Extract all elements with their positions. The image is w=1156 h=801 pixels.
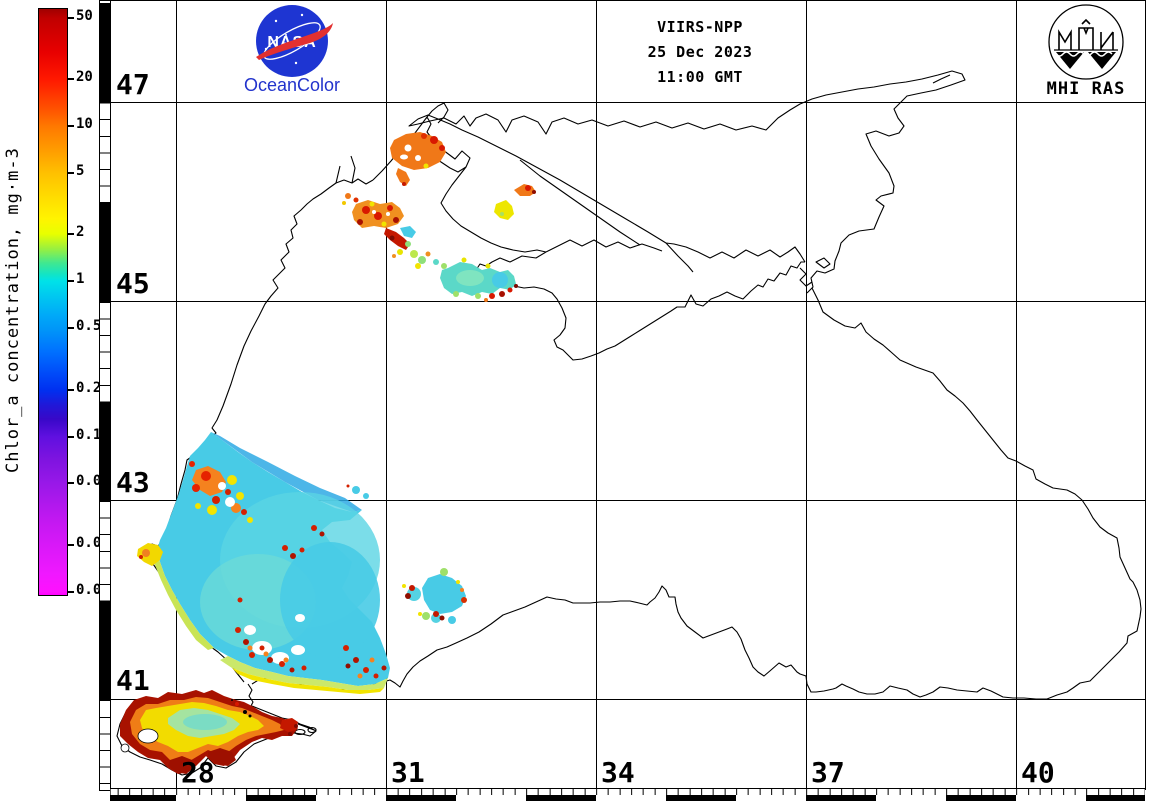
colorbar-tick-label: 10 (76, 116, 93, 132)
scene-date: 25 Dec 2023 (647, 43, 753, 61)
longitude-border-strip (110, 795, 1145, 801)
coastline-east-south (251, 287, 1142, 700)
colorbar-tick (67, 125, 74, 127)
mhi-logo-circle (1048, 4, 1124, 80)
lat-label-47: 47 (116, 68, 150, 101)
nasa-logo: NASA (256, 5, 333, 77)
colorbar-tick (67, 78, 74, 80)
colorbar-tick (67, 17, 74, 19)
marmara-island (307, 726, 317, 734)
coastline-azov (408, 70, 966, 294)
colorbar-tick (67, 280, 74, 282)
mhi-ras-label: MHI RAS (1046, 79, 1126, 99)
coastline-taman (799, 257, 831, 287)
mhi-letters (1058, 18, 1114, 50)
colorbar-tick-label: 0.5 (76, 318, 102, 334)
coastline-crimea (475, 251, 805, 361)
lon-label-40: 40 (1021, 756, 1055, 789)
mhi-waves (1056, 52, 1116, 69)
scene-time: 11:00 GMT (657, 68, 743, 86)
lon-label-28: 28 (181, 756, 215, 789)
lon-label-37: 37 (811, 756, 845, 789)
colorbar-tick (67, 482, 74, 484)
nasa-swoosh (256, 23, 333, 60)
lon-label-34: 34 (601, 756, 635, 789)
lon-label-31: 31 (391, 756, 425, 789)
colorbar-tick-label: 1 (76, 271, 85, 287)
colorbar-tick (67, 327, 74, 329)
patch-nw-shelf (137, 432, 390, 694)
colorbar-tick-label: 0.2 (76, 380, 102, 396)
colorbar-tick (67, 233, 74, 235)
oceancolor-label: OceanColor (243, 75, 341, 95)
colorbar-tick-label: 0.1 (76, 427, 102, 443)
colorbar-tick-label: 20 (76, 69, 93, 85)
lat-label-41: 41 (116, 664, 150, 697)
colorbar-tick (67, 389, 74, 391)
colorbar-tick (67, 544, 74, 546)
colorbar-tick-label: 50 (76, 8, 93, 24)
patch-marmara (120, 690, 298, 774)
colorbar-gradient (38, 8, 68, 596)
scene-info-block: VIIRS-NPP 25 Dec 2023 11:00 GMT (600, 18, 800, 93)
lat-label-45: 45 (116, 267, 150, 300)
satellite-name: VIIRS-NPP (657, 18, 743, 36)
lat-label-43: 43 (116, 466, 150, 499)
patch-se-blob (346, 484, 467, 624)
mhi-wave-scallops (1055, 51, 1113, 57)
coastline-bosphorus (247, 683, 254, 709)
colorbar-tick (67, 591, 74, 593)
chlorophyll-patches (120, 132, 536, 774)
patch-azov-dnieper (342, 132, 536, 302)
coastline-sivash (519, 159, 694, 273)
colorbar-tick-label: 2 (76, 224, 85, 240)
colorbar-tick-label: 5 (76, 163, 85, 179)
colorbar-tick (67, 436, 74, 438)
colorbar-tick (67, 172, 74, 174)
coastline-karkinit (440, 166, 547, 253)
coastline-dnieper-liman (335, 102, 471, 184)
mhi-ras-logo (1048, 4, 1124, 80)
